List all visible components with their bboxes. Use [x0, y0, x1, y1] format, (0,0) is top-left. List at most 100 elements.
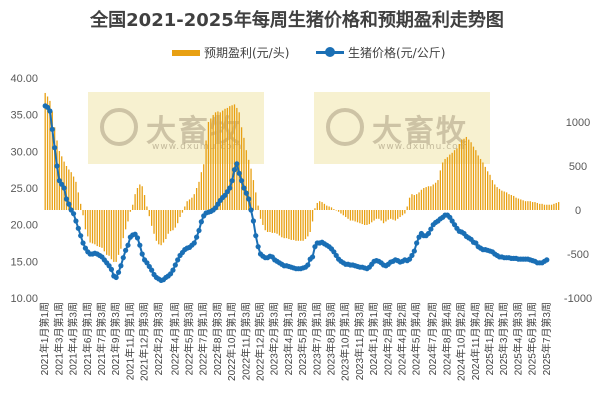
profit-bar [191, 197, 193, 210]
x-axis-tick-label: 2024年2月第4周 [381, 302, 394, 375]
profit-bar [198, 181, 200, 210]
profit-bar [321, 202, 323, 210]
profit-bar [75, 181, 77, 210]
profit-bar [266, 210, 269, 232]
profit-bar [489, 174, 491, 210]
x-axis-tick-label: 2025年3月第1周 [497, 302, 510, 375]
legend-label-profit: 预期盈利(元/头) [204, 46, 290, 60]
right-axis-tick-label: -1000 [564, 293, 592, 305]
profit-bar [212, 114, 214, 210]
profit-bar [224, 108, 226, 210]
profit-bar [276, 210, 278, 234]
price-point [80, 240, 86, 246]
profit-bar [543, 204, 546, 210]
profit-bar [359, 210, 361, 224]
profit-bar [458, 144, 460, 210]
price-point [52, 145, 58, 151]
profit-bar [442, 162, 444, 210]
profit-bar [347, 210, 349, 219]
profit-bar [259, 210, 262, 219]
profit-bar [257, 205, 259, 210]
x-axis-tick-label: 2024年11月第4周 [469, 302, 482, 380]
watermark-logo-text: 大畜牧 [146, 114, 242, 149]
legend-item-profit[interactable]: 预期盈利(元/头) [172, 44, 289, 61]
profit-bar [89, 210, 91, 243]
profit-bar [557, 202, 560, 210]
left-axis-tick-label: 30.00 [10, 146, 38, 158]
profit-bar [529, 201, 531, 210]
watermark-url: www.dxumu.com [378, 142, 469, 152]
profit-bar [363, 210, 366, 225]
profit-bar [117, 210, 120, 255]
profit-bar [207, 122, 210, 210]
profit-bar [153, 210, 155, 234]
profit-bar [214, 112, 217, 210]
profit-bar [307, 210, 309, 237]
profit-bar [319, 201, 321, 210]
profit-bar [44, 92, 46, 210]
profit-bar [475, 150, 477, 210]
profit-bar [449, 154, 451, 210]
price-point [47, 108, 53, 114]
profit-bar [155, 210, 158, 241]
profit-bar [221, 110, 224, 210]
watermark-logo-icon [326, 108, 364, 146]
x-axis-tick-label: 2024年5月第4周 [410, 302, 423, 375]
price-point [248, 207, 254, 213]
profit-bar [271, 210, 273, 233]
profit-bar [70, 172, 72, 210]
profit-bar [110, 210, 113, 260]
legend-label-price: 生猪价格(元/公斤) [348, 46, 446, 60]
profit-bar [472, 146, 475, 210]
legend-item-price[interactable]: 生猪价格(元/公斤) [316, 44, 445, 61]
profit-bar [451, 152, 453, 210]
profit-bar [262, 210, 264, 225]
profit-bar [541, 203, 543, 210]
profit-bar [51, 111, 53, 210]
chart-title: 全国2021-2025年每周生猪价格和预期盈利走势图 [90, 10, 504, 31]
profit-bar [524, 201, 527, 210]
profit-bar [323, 203, 326, 210]
profit-bar [132, 204, 134, 210]
profit-bar [278, 210, 281, 236]
price-point [428, 226, 434, 232]
profit-bar [531, 202, 534, 210]
price-point [227, 185, 233, 191]
price-point [70, 211, 77, 217]
profit-bar [553, 203, 555, 210]
price-point [544, 257, 550, 263]
price-point [139, 251, 145, 257]
profit-bar [181, 210, 184, 213]
x-axis-tick-label: 2024年1月第1周 [367, 302, 380, 375]
profit-bar [115, 210, 117, 262]
watermark-url: www.dxumu.com [152, 142, 243, 152]
profit-bar [517, 198, 520, 210]
price-point [54, 163, 60, 169]
left-axis-tick-label: 40.00 [10, 73, 38, 85]
profit-bar [210, 118, 212, 210]
price-point [115, 269, 122, 275]
profit-bar [342, 210, 344, 216]
price-point [236, 170, 242, 176]
profit-bar [375, 210, 378, 219]
profit-bar [200, 172, 203, 210]
x-axis-tick-label: 2023年5月第3周 [296, 302, 309, 375]
profit-bar [255, 192, 257, 210]
profit-bar [151, 210, 153, 226]
x-axis-tick-label: 2023年11月第3周 [353, 302, 366, 380]
profit-bar [328, 206, 330, 210]
profit-bar [240, 127, 243, 210]
price-point [246, 196, 252, 202]
x-axis-tick-label: 2022年10月第1周 [225, 302, 238, 381]
profit-bar [425, 187, 427, 210]
legend-swatch-profit [172, 49, 200, 56]
x-axis-tick-label: 2022年2月第3周 [152, 302, 165, 375]
price-point [305, 262, 311, 268]
price-point [170, 267, 176, 273]
profit-bar [337, 210, 340, 212]
profit-bar [470, 142, 472, 210]
profit-bar [311, 210, 314, 222]
price-point [149, 267, 155, 273]
profit-bar [167, 210, 169, 234]
x-axis-tick-label: 2021年3月第1周 [52, 302, 65, 375]
